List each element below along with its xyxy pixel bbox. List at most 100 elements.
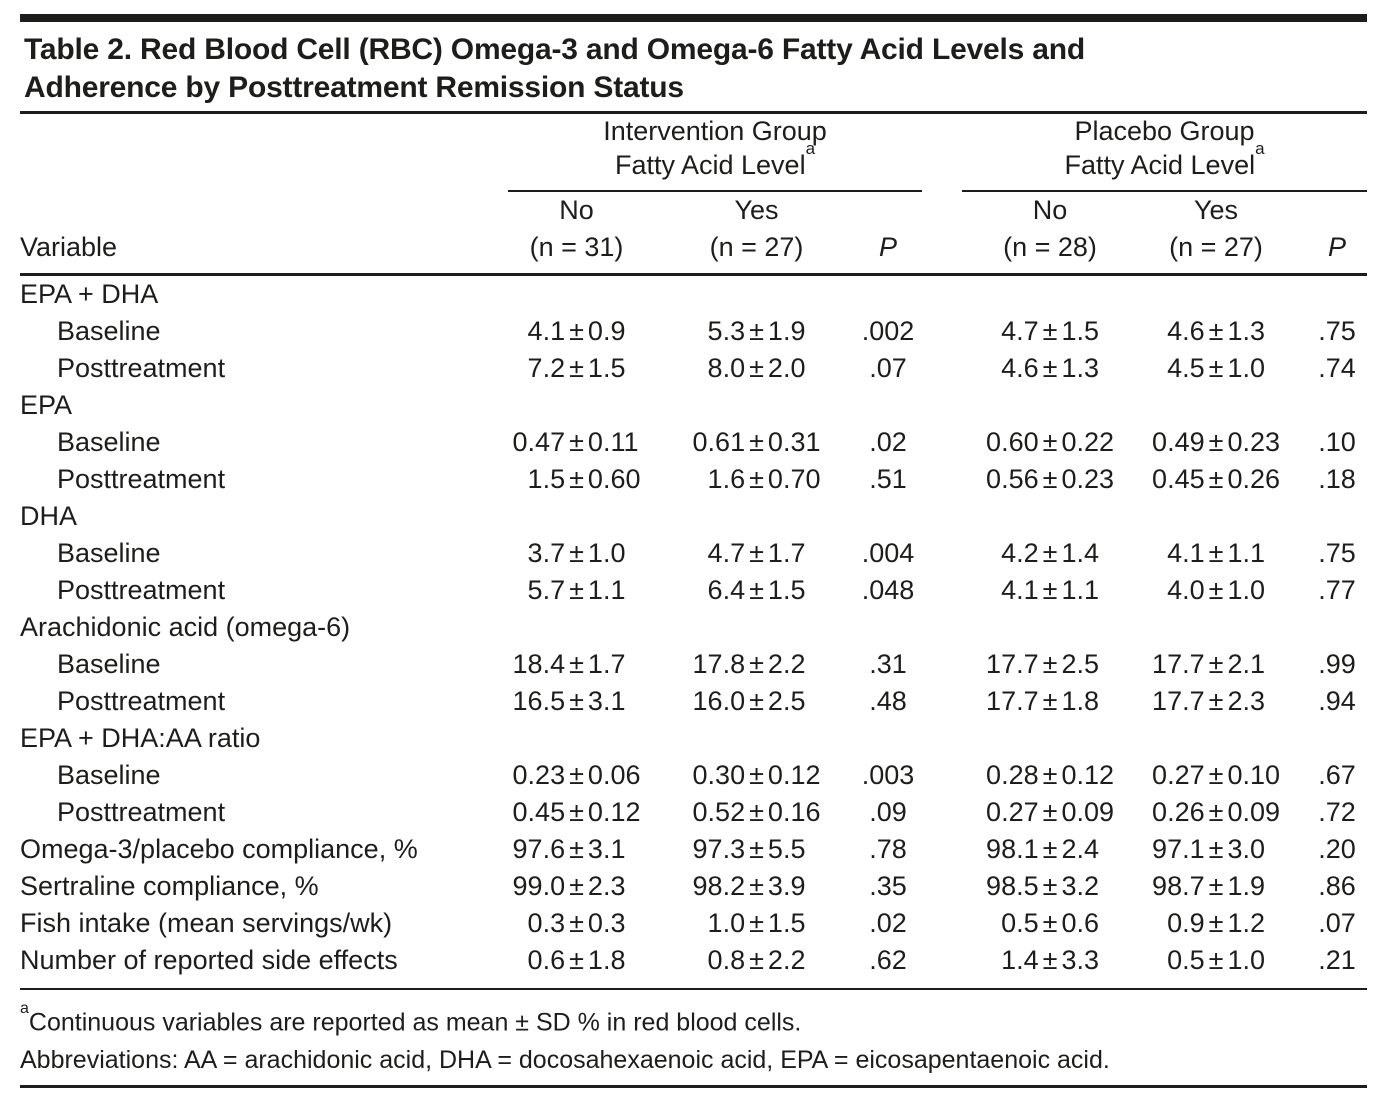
- table-row: Posttreatment 1.5 ±0.60 1.6 ±0.70 .51 0.56…: [20, 461, 1367, 498]
- row-label: Posttreatment: [57, 686, 226, 716]
- cell-value: 97.6 ±3.1: [512, 834, 626, 864]
- section-row-epa-dha: EPA + DHA: [20, 275, 1367, 314]
- cell-value: 0.61 ±0.31: [692, 427, 821, 457]
- cell-value: 1.0 ±1.5: [707, 908, 806, 938]
- placebo-group-line1: Placebo Group: [1074, 116, 1255, 146]
- cell-pvalue: .004: [861, 538, 915, 568]
- cell-pvalue: .10: [1318, 427, 1356, 457]
- variable-column-header: Variable: [20, 192, 490, 276]
- cell-value: 1.5 ±0.60: [527, 464, 641, 494]
- col-header-placebo-p: P: [1299, 192, 1368, 276]
- cell-value: 0.45 ±0.12: [512, 797, 641, 827]
- cell-value: 0.47 ±0.11: [512, 427, 639, 457]
- table-row: Posttreatment 0.45 ±0.12 0.52 ±0.16 .09 0.…: [20, 794, 1367, 831]
- table-row: Number of reported side effects 0.6 ±1.8 …: [20, 942, 1368, 990]
- table-row: Posttreatment 7.2 ±1.5 8.0 ±2.0 .07 4.6 ±1.…: [20, 350, 1367, 387]
- cell-value: 1.4 ±3.3: [1001, 945, 1099, 975]
- cell-pvalue: .78: [869, 834, 907, 864]
- table-row: Baseline 4.1 ±0.9 5.3 ±1.9 .002 4.7 ±1.5 4.…: [20, 313, 1367, 350]
- cell-value: 0.30 ±0.12: [692, 760, 821, 790]
- cell-value: 8.0 ±2.0: [707, 353, 806, 383]
- placebo-group-header: Placebo Group Fatty Acid Levela: [926, 114, 1368, 192]
- cell-value: 7.2 ±1.5: [527, 353, 626, 383]
- cell-value: 5.3 ±1.9: [707, 316, 806, 346]
- cell-value: 0.52 ±0.16: [692, 797, 821, 827]
- cell-pvalue: .94: [1318, 686, 1356, 716]
- cell-value: 0.9 ±1.2: [1167, 908, 1265, 938]
- cell-value: 0.5 ±0.6: [1001, 908, 1099, 938]
- cell-value: 0.49 ±0.23: [1152, 427, 1280, 457]
- table-row: Baseline 3.7 ±1.0 4.7 ±1.7 .004 4.2 ±1.4 4.…: [20, 535, 1367, 572]
- row-label: Baseline: [57, 538, 161, 568]
- cell-value: 0.28 ±0.12: [986, 760, 1114, 790]
- section-label: EPA + DHA:AA ratio: [20, 723, 261, 753]
- cell-pvalue: .51: [869, 464, 907, 494]
- cell-value: 99.0 ±2.3: [512, 871, 626, 901]
- footnote-marker-a: a: [1255, 139, 1265, 158]
- cell-value: 0.3 ±0.3: [527, 908, 626, 938]
- data-table: Intervention Group Fatty Acid Levela Pla…: [20, 114, 1368, 990]
- cell-pvalue: .003: [861, 760, 915, 790]
- cell-value: 0.27 ±0.10: [1152, 760, 1280, 790]
- table-row: Sertraline compliance, % 99.0 ±2.3 98.2 ±3…: [20, 868, 1367, 905]
- section-row-epa: EPA: [20, 387, 1367, 424]
- cell-value: 6.4 ±1.5: [707, 575, 806, 605]
- section-row-arachidonic: Arachidonic acid (omega-6): [20, 609, 1367, 646]
- cell-pvalue: .77: [1318, 575, 1356, 605]
- cell-value: 18.4 ±1.7: [512, 649, 626, 679]
- table-row: Omega-3/placebo compliance, % 97.6 ±3.1 9…: [20, 831, 1367, 868]
- row-label: Baseline: [57, 760, 161, 790]
- cell-value: 0.8 ±2.2: [707, 945, 806, 975]
- row-label: Number of reported side effects: [20, 942, 490, 990]
- cell-value: 4.6 ±1.3: [1167, 316, 1265, 346]
- column-header-row: Variable No (n = 31) Yes (n = 27) P No (…: [20, 192, 1368, 276]
- cell-pvalue: .72: [1318, 797, 1356, 827]
- table-row: Baseline 0.23 ±0.06 0.30 ±0.12 .003 0.28 ±0…: [20, 757, 1367, 794]
- cell-value: 97.3 ±5.5: [692, 834, 806, 864]
- cell-pvalue: .35: [869, 871, 907, 901]
- section-label: Arachidonic acid (omega-6): [20, 612, 351, 642]
- intervention-group-line1: Intervention Group: [603, 116, 827, 146]
- cell-pvalue: .21: [1299, 942, 1368, 990]
- cell-value: 0.45 ±0.26: [1152, 464, 1280, 494]
- cell-value: 0.23 ±0.06: [512, 760, 641, 790]
- cell-pvalue: .09: [869, 797, 907, 827]
- cell-pvalue: .31: [869, 649, 907, 679]
- cell-value: 4.1 ±0.9: [527, 316, 626, 346]
- group-spanner-row: Intervention Group Fatty Acid Levela Pla…: [20, 114, 1368, 192]
- cell-pvalue: .99: [1318, 649, 1356, 679]
- placebo-group-line2: Fatty Acid Levela: [1064, 139, 1265, 180]
- row-label: Fish intake (mean servings/wk): [20, 908, 393, 938]
- cell-pvalue: .67: [1318, 760, 1356, 790]
- section-label: DHA: [20, 501, 78, 531]
- footnote-a-text: Continuous variables are reported as mea…: [28, 1008, 802, 1037]
- cell-value: 17.7 ±2.3: [1152, 686, 1265, 716]
- table-footnotes: aContinuous variables are reported as me…: [20, 990, 1367, 1089]
- cell-value: 16.5 ±3.1: [512, 686, 626, 716]
- spanner-spacer: [20, 114, 490, 192]
- table-row: Fish intake (mean servings/wk) 0.3 ±0.3 1…: [20, 905, 1367, 942]
- footnote-a: aContinuous variables are reported as me…: [20, 998, 1367, 1041]
- cell-value: 1.6 ±0.70: [707, 464, 821, 494]
- row-label: Baseline: [57, 649, 161, 679]
- cell-value: 4.0 ±1.0: [1167, 575, 1265, 605]
- row-label: Baseline: [57, 316, 161, 346]
- cell-value: 4.1 ±1.1: [1167, 538, 1265, 568]
- table-row: Posttreatment 5.7 ±1.1 6.4 ±1.5 .048 4.1 ±1…: [20, 572, 1367, 609]
- table-header: Intervention Group Fatty Acid Levela Pla…: [20, 114, 1368, 276]
- col-header-placebo-no: No (n = 28): [926, 192, 1134, 276]
- row-label: Omega-3/placebo compliance, %: [20, 834, 418, 864]
- cell-value: 3.7 ±1.0: [527, 538, 626, 568]
- cell-value: 4.7 ±1.5: [1001, 316, 1099, 346]
- table-title: Table 2. Red Blood Cell (RBC) Omega-3 an…: [20, 31, 1367, 114]
- intervention-group-line2: Fatty Acid Levela: [614, 139, 816, 180]
- section-label: EPA: [20, 390, 73, 420]
- cell-value: 4.5 ±1.0: [1167, 353, 1265, 383]
- table-body: EPA + DHA Baseline 4.1 ±0.9 5.3 ±1.9 .002 …: [20, 275, 1368, 990]
- cell-pvalue: .62: [850, 942, 927, 990]
- intervention-spanner-rule: [508, 190, 923, 192]
- top-rule: [20, 14, 1367, 22]
- row-label: Posttreatment: [57, 575, 226, 605]
- cell-pvalue: .74: [1318, 353, 1356, 383]
- table-title-line1: Table 2. Red Blood Cell (RBC) Omega-3 an…: [24, 33, 1086, 66]
